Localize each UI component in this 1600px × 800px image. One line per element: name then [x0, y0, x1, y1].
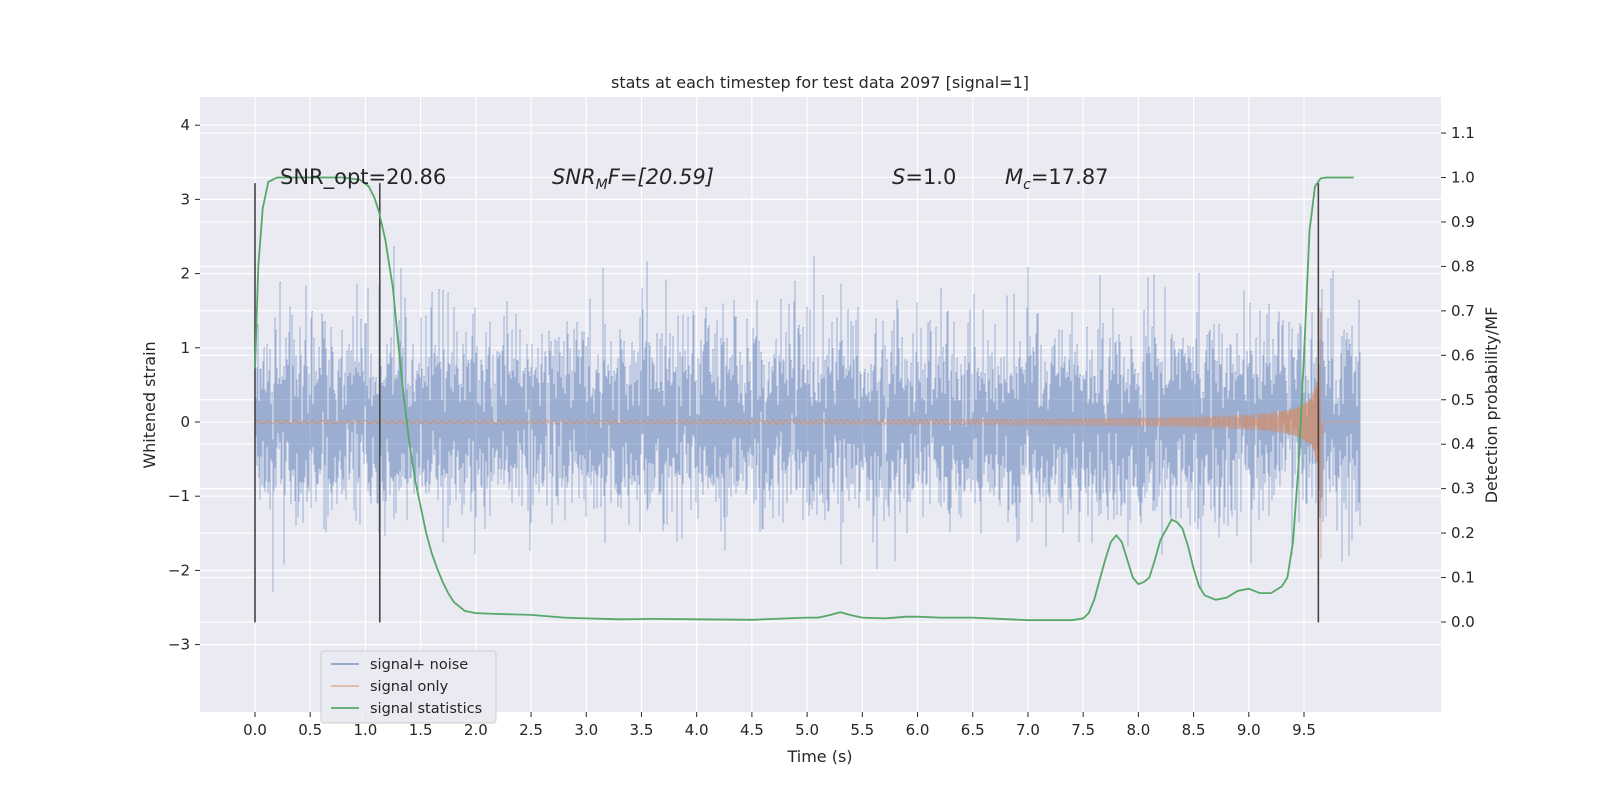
y-tick-label: −3 [168, 636, 190, 654]
x-tick-label: 0.0 [243, 721, 267, 739]
legend: signal+ noise signal only signal statist… [320, 650, 497, 724]
y-tick-label: −2 [168, 561, 190, 579]
legend-label-signal-plus-noise: signal+ noise [370, 657, 468, 673]
y2-axis-label: Detection probability/MF [1482, 307, 1501, 504]
x-tick-label: 7.0 [1016, 721, 1040, 739]
annotation-snr-mf: SNRMF=[20.59] [552, 165, 714, 193]
y2-tick-label: 0.4 [1451, 435, 1475, 453]
x-tick-labels: 0.0 0.5 1.0 1.5 2.0 2.5 3.0 3.5 4.0 4.5 5.0 5.5 6.0 6… [243, 712, 1316, 739]
y2-tick-label: 0.1 [1451, 569, 1475, 587]
vertical-markers [254, 183, 1320, 623]
x-tick-label: 5.5 [850, 721, 874, 739]
y2-tick-label: 0.8 [1451, 257, 1475, 275]
y2-tick-label: 0.0 [1451, 613, 1475, 631]
legend-label-signal-only: signal only [370, 679, 449, 695]
x-tick-label: 8.5 [1182, 721, 1206, 739]
y2-tick-label: 1.1 [1451, 124, 1475, 142]
y-tick-label: 2 [180, 265, 190, 283]
y-tick-label: 1 [180, 339, 190, 357]
y2-tick-label: 0.9 [1451, 213, 1475, 231]
x-tick-label: 6.0 [906, 721, 930, 739]
x-tick-label: 8.0 [1126, 721, 1150, 739]
x-tick-label: 3.5 [630, 721, 654, 739]
x-tick-label: 9.0 [1237, 721, 1261, 739]
legend-box [320, 650, 497, 724]
annotation-mc: Mc=17.87 [1005, 165, 1109, 193]
x-tick-label: 2.5 [519, 721, 543, 739]
y-tick-label: 4 [180, 116, 190, 134]
y2-tick-label: 0.6 [1451, 346, 1475, 364]
chart-title: stats at each timestep for test data 209… [611, 73, 1029, 92]
x-tick-label: 2.0 [464, 721, 488, 739]
x-tick-label: 4.5 [740, 721, 764, 739]
series-signal-only [254, 307, 1360, 559]
y2-tick-label: 0.5 [1451, 391, 1475, 409]
x-axis-label: Time (s) [786, 747, 852, 766]
y-tick-labels: −3 −2 −1 0 1 2 3 4 [168, 116, 200, 654]
annotation-s: S=1.0 [892, 165, 956, 189]
y-axis-label: Whitened strain [140, 341, 159, 468]
annotation-snr-opt: SNR_opt=20.86 [280, 165, 446, 190]
y-tick-label: −1 [168, 487, 190, 505]
x-tick-label: 9.5 [1292, 721, 1316, 739]
y-tick-label: 0 [180, 413, 190, 431]
x-tick-label: 0.5 [298, 721, 322, 739]
y2-tick-label: 0.7 [1451, 302, 1475, 320]
y2-tick-label: 1.0 [1451, 169, 1475, 187]
y-tick-label: 3 [180, 190, 190, 208]
x-tick-label: 7.5 [1071, 721, 1095, 739]
x-tick-label: 1.5 [409, 721, 433, 739]
x-tick-label: 1.0 [353, 721, 377, 739]
x-tick-label: 3.0 [574, 721, 598, 739]
x-tick-label: 5.0 [795, 721, 819, 739]
series-signal-statistics [254, 176, 1354, 622]
x-tick-label: 4.0 [685, 721, 709, 739]
legend-label-signal-statistics: signal statistics [370, 701, 482, 717]
x-tick-label: 6.5 [961, 721, 985, 739]
y2-tick-labels: 0.0 0.1 0.2 0.3 0.4 0.5 0.6 0.7 0.8 0.9 1.0 1.1 [1441, 124, 1475, 631]
y2-tick-label: 0.2 [1451, 524, 1475, 542]
y2-tick-label: 0.3 [1451, 480, 1475, 498]
